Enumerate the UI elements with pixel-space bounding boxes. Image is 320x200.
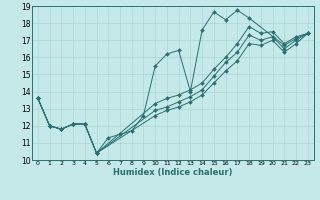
X-axis label: Humidex (Indice chaleur): Humidex (Indice chaleur) — [113, 168, 233, 177]
